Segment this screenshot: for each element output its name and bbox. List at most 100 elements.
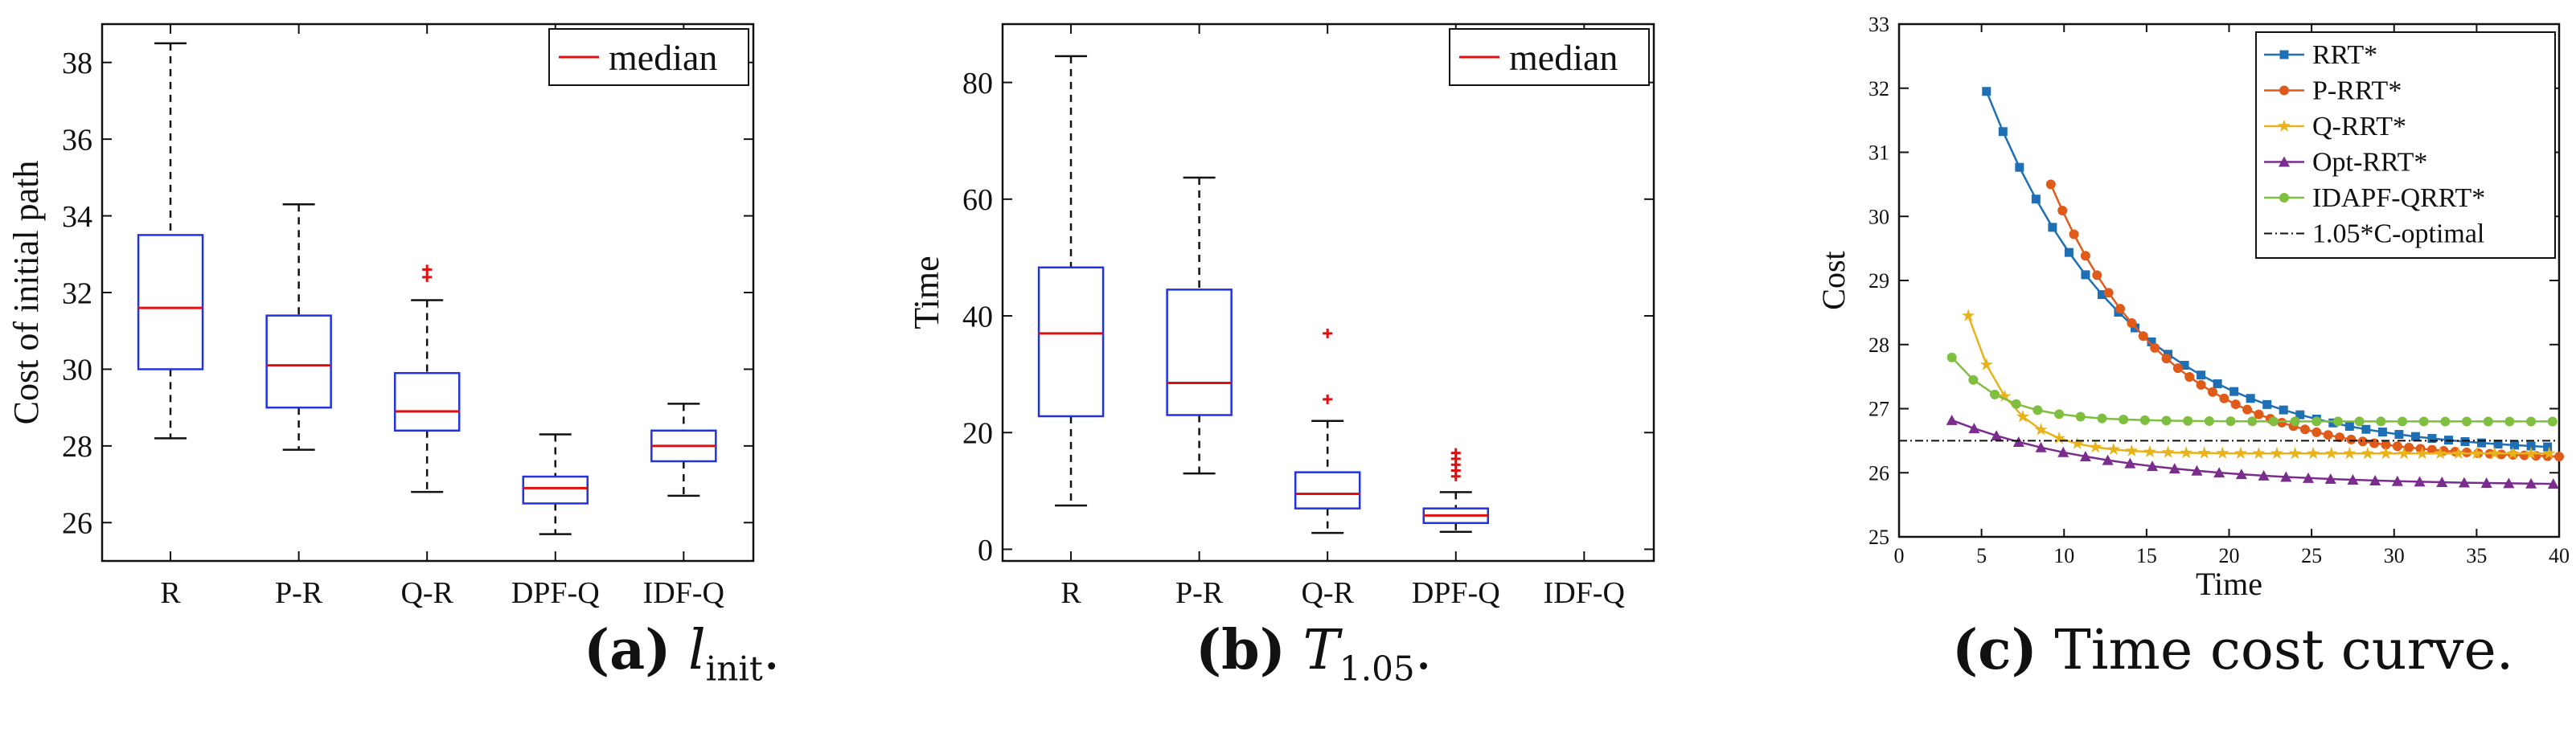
x-tick-label: IDF-Q [1544, 576, 1625, 610]
x-tick-label: P-R [275, 576, 323, 610]
caption-a: (a) linit. [584, 623, 780, 686]
caption-b-symbol: T [1302, 619, 1339, 682]
marker-triangle [2458, 477, 2470, 488]
marker-square [2377, 428, 2387, 437]
marker-triangle [2369, 474, 2381, 485]
marker-triangle [2035, 441, 2047, 452]
caption-b-subscript: 1.05 [1339, 649, 1415, 689]
y-tick-label: 40 [962, 300, 993, 334]
marker-triangle [2079, 451, 2091, 462]
chart-1-boxes: R P-R Q-R DPF-Q IDF-Q median [1037, 24, 1650, 610]
marker-dot [2277, 417, 2287, 428]
y-tick-label: 32 [62, 276, 92, 310]
x-tick-label: Q-R [1301, 576, 1354, 610]
marker-square [2262, 399, 2272, 409]
marker-dot [2057, 206, 2068, 216]
legend-label: Q-RRT* [2312, 112, 2406, 141]
marker-star [2451, 446, 2465, 460]
marker-dot [2172, 363, 2183, 374]
marker-dot [2376, 416, 2386, 427]
marker-star [2125, 444, 2139, 456]
x-tick-label: R [160, 576, 181, 610]
marker-dot [2225, 416, 2236, 427]
x-axis-title: Time [2196, 566, 2262, 602]
marker-dot [1968, 375, 1979, 385]
y-tick-label: 26 [62, 507, 92, 541]
y-tick-label: 28 [1868, 334, 1889, 357]
marker-dot [2504, 416, 2515, 427]
marker-square [2410, 432, 2420, 441]
marker-triangle [2280, 471, 2292, 482]
box-R [137, 234, 204, 370]
x-tick-label: 40 [2549, 544, 2570, 567]
legend-box [2255, 31, 2556, 259]
y-tick-label: 20 [962, 417, 993, 451]
marker-square [2048, 223, 2057, 232]
marker-square [2081, 270, 2090, 280]
y-tick-label: 32 [1868, 77, 1889, 100]
y-tick-label: 33 [1868, 13, 1889, 36]
marker-dot [2311, 427, 2322, 437]
series-line [1951, 419, 2553, 485]
marker-dot [2462, 447, 2472, 457]
y-tick-label: 38 [62, 47, 92, 80]
marker-star [2470, 446, 2484, 460]
caption-b-label: (b) [1196, 618, 1286, 682]
marker-square [2246, 394, 2255, 403]
x-tick-label: IDF-Q [643, 576, 724, 610]
marker-square [2394, 430, 2404, 440]
marker-square [2097, 290, 2106, 300]
y-axis-title: Cost of initial path [6, 161, 46, 425]
plot-frame [1001, 23, 1655, 563]
y-axis-title: Time [907, 256, 946, 329]
marker-dot [2398, 416, 2408, 427]
y-tick-label: 34 [62, 200, 92, 234]
marker-dot [2183, 415, 2193, 426]
marker-star [2379, 446, 2393, 460]
x-tick-label: 35 [2466, 544, 2487, 567]
marker-square [2295, 410, 2305, 420]
legend-label: P-RRT* [2312, 76, 2402, 106]
marker-dot [2011, 399, 2021, 409]
caption-b: (b) T1.05. [1196, 623, 1432, 686]
legend: RRT* P-RRT* Q-RRT* Opt-RRT* IDAPF-QRRT* 1.05*… [2255, 31, 2556, 259]
marker-star [2488, 446, 2501, 460]
marker-triangle [2480, 477, 2492, 489]
marker-star [2053, 431, 2066, 444]
marker-dot [2103, 288, 2114, 298]
marker-triangle [2436, 477, 2448, 488]
marker-square [2361, 424, 2371, 434]
marker-dot [2196, 379, 2206, 390]
marker-dot [2097, 413, 2107, 424]
caption-a-end: . [762, 619, 781, 682]
outlier-marker [1323, 328, 1333, 338]
marker-dot [2279, 193, 2289, 203]
marker-dot [2381, 440, 2391, 450]
x-tick-label: 5 [1976, 544, 1987, 567]
marker-star [1998, 389, 2012, 403]
legend-label-median: median [609, 37, 717, 78]
legend-label: Opt-RRT* [2312, 148, 2427, 178]
chart-2-lines: 0 5 10 15 20 25 30 35 40 Time RRT* P-RRT* Q-RRT* Opt-… [1894, 24, 2570, 602]
marker-star [2180, 446, 2193, 459]
caption-b-end: . [1414, 619, 1433, 682]
marker-dot [2204, 416, 2214, 427]
marker-star [2506, 446, 2520, 460]
marker-dot [2242, 404, 2253, 415]
legend: median [548, 28, 749, 86]
x-tick-label: DPF-Q [511, 576, 600, 610]
chart-0-boxes: R P-R Q-R DPF-Q IDF-Q median [137, 24, 749, 610]
series-Q-RRT* [1962, 309, 2556, 460]
marker-dot [2254, 409, 2264, 420]
marker-dot [2357, 436, 2368, 447]
marker-star [2288, 446, 2302, 460]
marker-dot [2075, 411, 2086, 422]
marker-triangle [2235, 469, 2247, 480]
x-tick-label: 0 [1894, 544, 1905, 567]
chart-0-axes: 26 28 30 32 34 36 38 Cost of initial path [6, 23, 755, 563]
chart-1-axes: 0 20 40 60 80 Time [907, 23, 1655, 567]
marker-triangle [2525, 477, 2537, 489]
marker-dot [2426, 444, 2437, 455]
marker-dot [2323, 430, 2333, 440]
box-DPF-Q [522, 475, 589, 505]
